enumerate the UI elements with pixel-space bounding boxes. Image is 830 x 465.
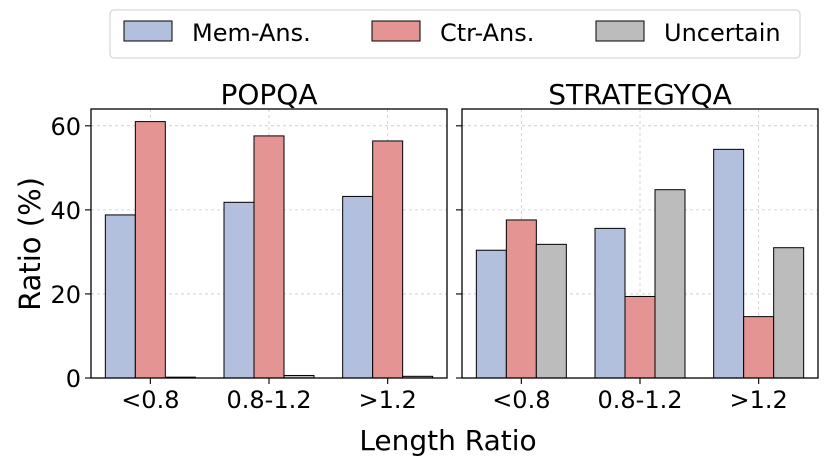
bar-strategyqa-ctr-ans-1 [505, 219, 537, 379]
y-tick-label: 20 [50, 281, 81, 309]
bar-strategyqa-ctr-ans-3 [743, 316, 775, 379]
bar-strategyqa-mem-ans-3 [713, 148, 745, 379]
bar-popqa-mem-ans-1 [104, 214, 136, 379]
panel-popqa: 0 20 40 60 <0.8 0.8-1.2 >1.2 [50, 108, 448, 414]
bar-popqa-ctr-ans-3 [372, 140, 404, 379]
bar-popqa-mem-ans-3 [342, 195, 374, 379]
bar-strategyqa-uncertain-2 [654, 189, 686, 379]
panel-title-popqa: POPQA [220, 78, 317, 111]
bar-strategyqa-mem-ans-1 [475, 249, 507, 379]
x-tick-label: 0.8-1.2 [598, 386, 683, 414]
x-tick-label: >1.2 [730, 386, 788, 414]
panel-title-strategyqa: STRATEGYQA [548, 78, 732, 111]
bar-strategyqa-mem-ans-2 [594, 227, 626, 379]
bar-popqa-mem-ans-2 [223, 201, 255, 379]
x-tick-label: 0.8-1.2 [227, 386, 312, 414]
y-tick-label: 0 [66, 365, 81, 393]
legend-swatch-ctr-ans [371, 20, 421, 42]
legend-swatch-mem-ans [123, 20, 173, 42]
y-tick-label: 60 [50, 113, 81, 141]
bar-strategyqa-ctr-ans-2 [624, 295, 656, 379]
bar-popqa-ctr-ans-2 [253, 135, 285, 379]
plot-panels: 0 20 40 60 <0.8 0.8-1.2 >1.2 <0.8 0.8-1.2 >1.2 [50, 108, 819, 414]
panel-strategyqa: <0.8 0.8-1.2 >1.2 [456, 108, 819, 414]
x-axis-label: Length Ratio [359, 424, 536, 457]
legend-label-ctr-ans: Ctr-Ans. [440, 19, 534, 47]
legend-swatch-uncertain [595, 20, 645, 42]
legend-label-mem-ans: Mem-Ans. [192, 19, 311, 47]
bar-popqa-ctr-ans-1 [134, 121, 166, 379]
x-tick-label: <0.8 [492, 386, 550, 414]
x-tick-label: <0.8 [121, 386, 179, 414]
bar-strategyqa-uncertain-3 [773, 247, 805, 379]
y-axis-label: Ratio (%) [13, 177, 47, 311]
bar-strategyqa-uncertain-1 [535, 243, 567, 379]
x-tick-label: >1.2 [359, 386, 417, 414]
y-tick-label: 40 [50, 197, 81, 225]
legend: Mem-Ans. Ctr-Ans. Uncertain [109, 9, 801, 59]
legend-label-uncertain: Uncertain [664, 19, 781, 47]
